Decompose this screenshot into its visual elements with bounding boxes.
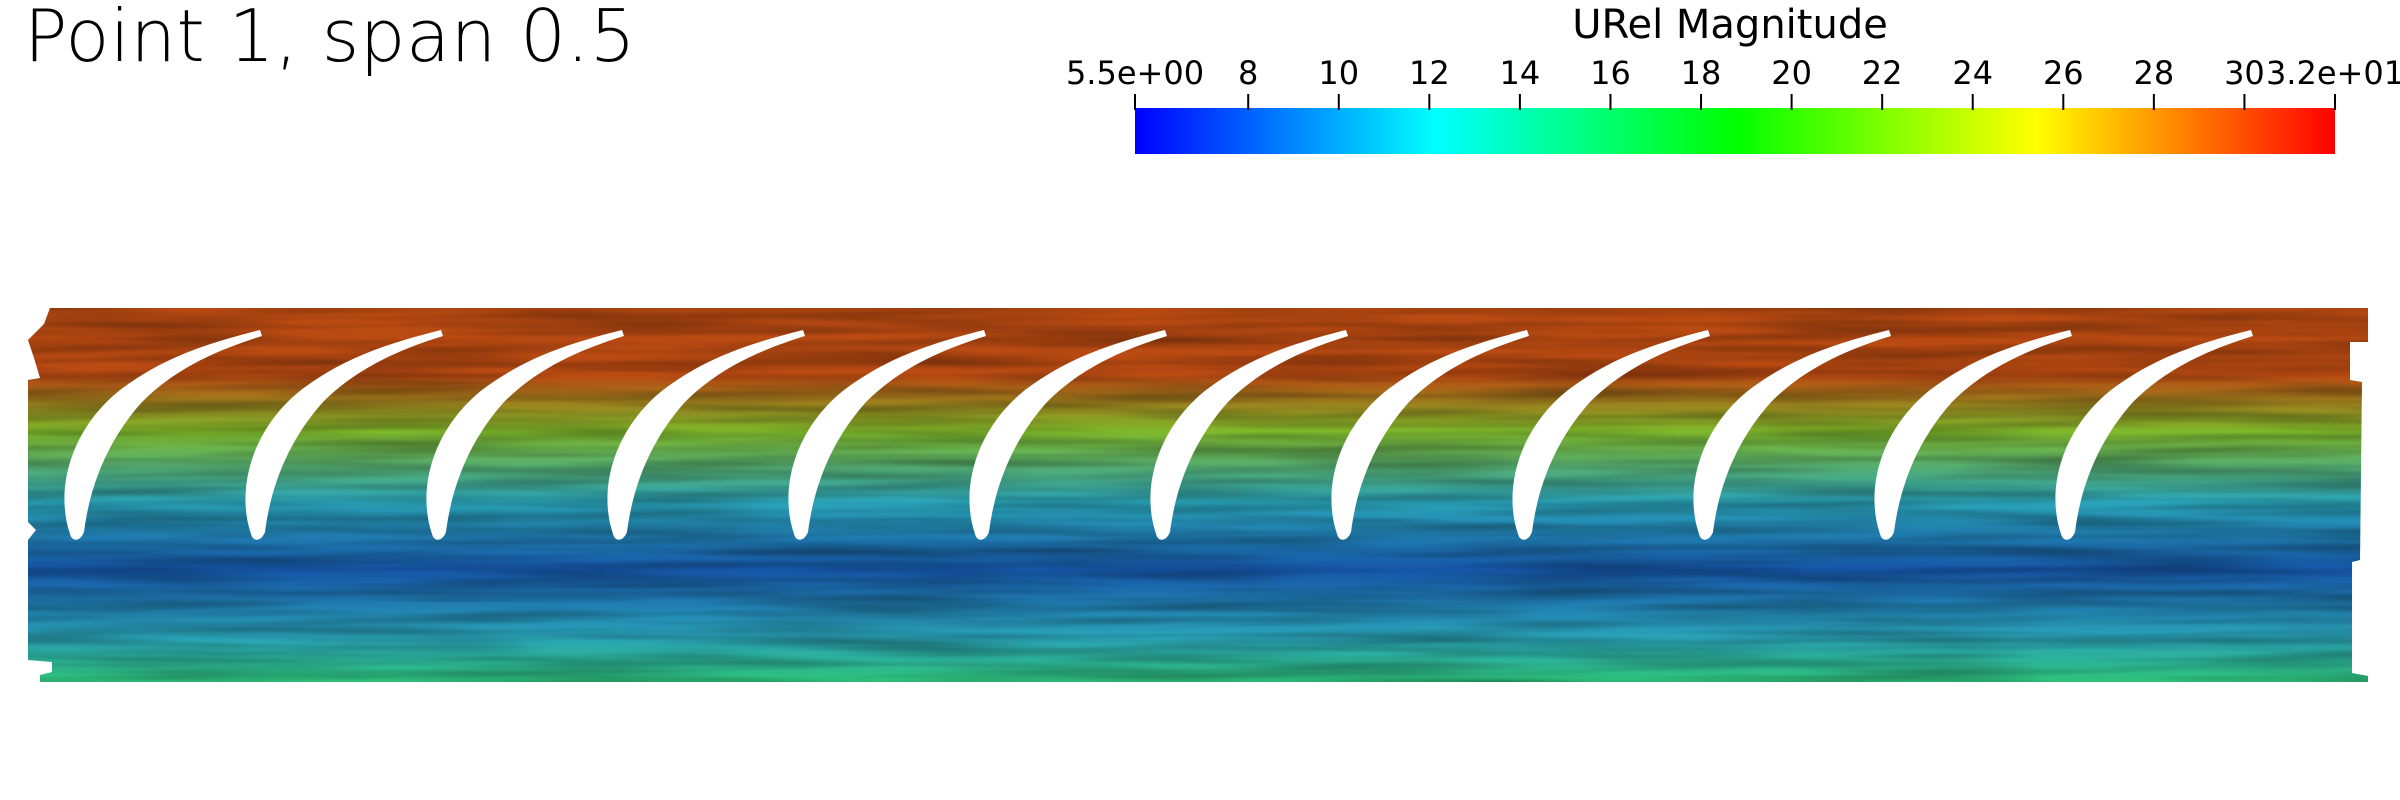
colorbar-scale: 5.5e+00 8 10 12 14 16 18 20 22 24 26 28 30 3.2e+01 [1066, 54, 2400, 154]
blade-section [2055, 330, 2253, 540]
colorbar-tick-label: 28 [2134, 54, 2175, 92]
blade-section [64, 330, 263, 540]
colorbar-tick-label: 12 [1409, 54, 1450, 92]
flow-streaks [28, 308, 2368, 682]
blade-section [1150, 330, 1348, 540]
blade-section [1512, 330, 1710, 540]
colorbar-tick-label: 8 [1238, 54, 1258, 92]
colorbar-tick-label: 24 [1952, 54, 1993, 92]
colorbar-tick-label: 14 [1500, 54, 1541, 92]
colorbar-tick-label: 3.2e+01 [2266, 54, 2400, 92]
blade-section [426, 330, 624, 540]
blade-section [607, 330, 805, 540]
colorbar-tick-label: 22 [1862, 54, 1903, 92]
colorbar-tick-label: 5.5e+00 [1066, 54, 1204, 92]
colorbar-tick-label: 20 [1771, 54, 1812, 92]
colorbar-tick-label: 18 [1681, 54, 1722, 92]
colorbar-tick-label: 16 [1590, 54, 1631, 92]
streamline-visualization [0, 290, 2400, 690]
colorbar: URel Magnitude 5.5e+00 8 10 12 14 16 18 20 22 24 2… [1060, 0, 2400, 170]
blade-section [788, 330, 986, 540]
plot-title: Point 1, span 0.5 [24, 0, 637, 78]
colorbar-title: URel Magnitude [1572, 2, 1888, 48]
colorbar-tick-label: 26 [2043, 54, 2084, 92]
blade-section [245, 330, 443, 540]
colorbar-gradient [1135, 108, 2335, 154]
blade-section [1331, 330, 1529, 540]
colorbar-tick-label: 30 [2224, 54, 2265, 92]
colorbar-tick-label: 10 [1318, 54, 1359, 92]
blade-section [1874, 330, 2072, 540]
blade-section [969, 330, 1167, 540]
blade-section [1693, 330, 1891, 540]
